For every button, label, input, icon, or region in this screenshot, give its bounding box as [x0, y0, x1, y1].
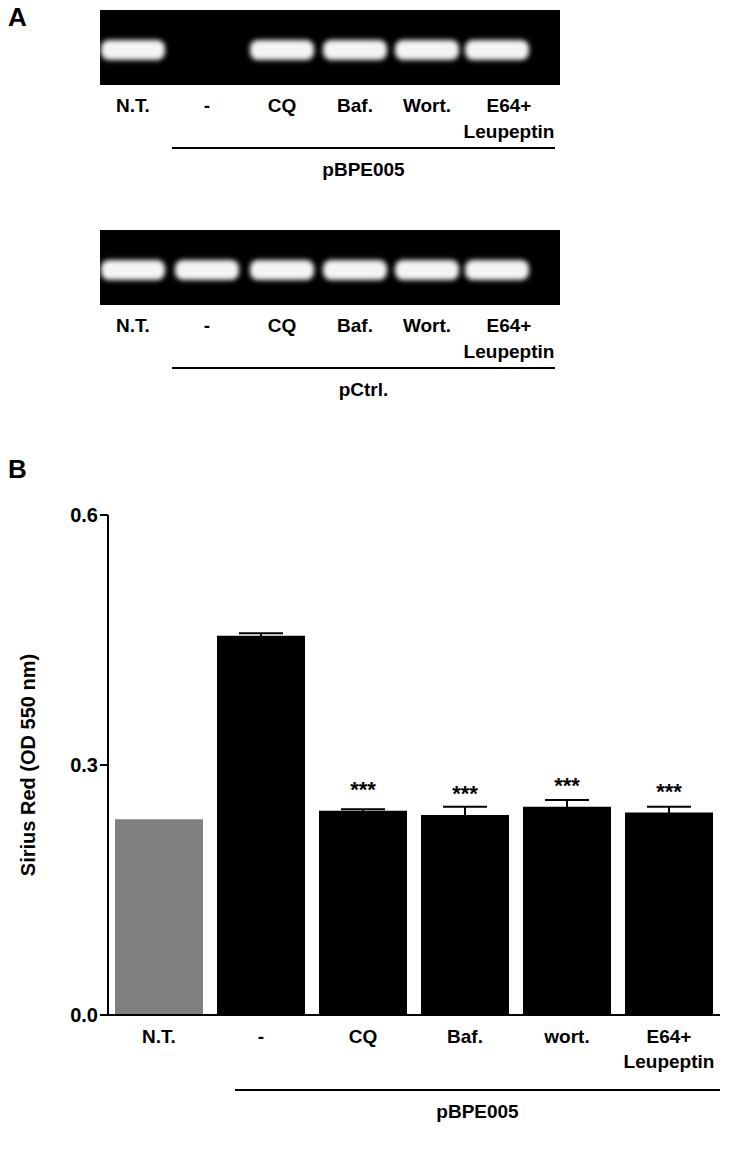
svg-text:-: -	[204, 315, 210, 336]
svg-text:CQ: CQ	[268, 95, 297, 116]
svg-text:0.0: 0.0	[70, 1004, 98, 1026]
svg-text:CQ: CQ	[349, 1026, 378, 1047]
svg-text:-: -	[204, 95, 210, 116]
svg-text:***: ***	[452, 781, 478, 806]
svg-text:E64+Leupeptin: E64+Leupeptin	[624, 1026, 715, 1072]
svg-text:0.3: 0.3	[70, 754, 98, 776]
svg-text:0.6: 0.6	[70, 504, 98, 526]
svg-text:CQ: CQ	[268, 315, 297, 336]
svg-text:N.T.: N.T.	[116, 315, 150, 336]
svg-text:Sirius Red (OD 550 nm): Sirius Red (OD 550 nm)	[17, 654, 39, 876]
svg-text:A: A	[8, 2, 27, 32]
svg-text:-: -	[258, 1026, 264, 1047]
svg-text:Wort.: Wort.	[403, 95, 451, 116]
svg-text:Baf.: Baf.	[337, 95, 373, 116]
svg-text:N.T.: N.T.	[116, 95, 150, 116]
svg-text:E64+Leupeptin: E64+Leupeptin	[464, 95, 555, 142]
svg-text:wort.: wort.	[543, 1026, 589, 1047]
svg-text:***: ***	[554, 773, 580, 798]
svg-text:pCtrl.: pCtrl.	[339, 379, 389, 400]
svg-text:***: ***	[656, 779, 682, 804]
svg-text:E64+Leupeptin: E64+Leupeptin	[464, 315, 555, 362]
svg-text:Baf.: Baf.	[447, 1026, 483, 1047]
svg-text:B: B	[8, 454, 27, 484]
svg-text:***: ***	[350, 777, 376, 802]
svg-text:Baf.: Baf.	[337, 315, 373, 336]
svg-text:pBPE005: pBPE005	[322, 159, 405, 180]
svg-text:Wort.: Wort.	[403, 315, 451, 336]
svg-text:N.T.: N.T.	[142, 1026, 176, 1047]
svg-text:pBPE005: pBPE005	[436, 1101, 519, 1122]
